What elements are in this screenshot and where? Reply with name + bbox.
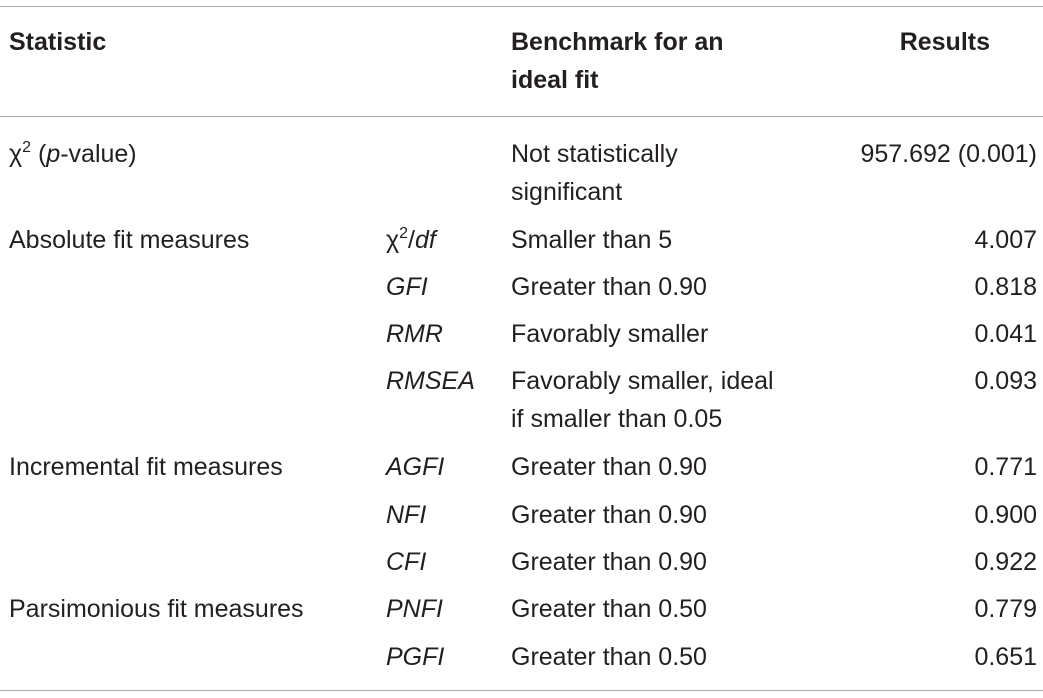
rmr-benchmark: Favorably smaller [511,320,709,348]
pgfi-benchmark: Greater than 0.50 [511,643,707,671]
gfi-measure: GFI [386,273,428,301]
header-statistic: Statistic [9,28,107,56]
nfi-benchmark: Greater than 0.90 [511,501,707,529]
chi-value-suffix: -value) [60,140,137,168]
header-rule [0,116,1043,117]
chi-symbol: χ [9,140,23,168]
chi-open-paren: ( [31,140,47,168]
chidf-measure: χ2/df [386,222,436,258]
pnfi-benchmark: Greater than 0.50 [511,595,707,623]
rmsea-benchmark-line2: if smaller than 0.05 [511,405,723,433]
group-absolute: Absolute fit measures [9,226,250,254]
header-results: Results [899,28,990,56]
cfi-result: 0.922 [974,548,1037,576]
chi-benchmark-line1: Not statistically [511,140,678,168]
chidf-symbol: χ [386,226,400,254]
agfi-measure: AGFI [386,453,445,481]
header-benchmark-line1: Benchmark for an [511,28,724,56]
rmsea-benchmark-line1: Favorably smaller, ideal [511,367,774,395]
nfi-measure: NFI [386,501,427,529]
gfi-result: 0.818 [974,273,1037,301]
chi-benchmark-line2: significant [511,178,623,206]
rmsea-result: 0.093 [974,367,1037,395]
chidf-slash: / [408,226,415,254]
agfi-result: 0.771 [974,453,1037,481]
group-parsimonious: Parsimonious fit measures [9,595,304,623]
group-incremental: Incremental fit measures [9,453,283,481]
chidf-superscript: 2 [399,225,409,242]
rmr-result: 0.041 [974,320,1037,348]
rmsea-measure: RMSEA [386,367,475,395]
chi-superscript: 2 [22,139,32,156]
pnfi-result: 0.779 [974,595,1037,623]
nfi-result: 0.900 [974,501,1037,529]
agfi-benchmark: Greater than 0.90 [511,453,707,481]
chi-result: 957.692 (0.001) [860,140,1037,168]
header-benchmark-line2: ideal fit [511,66,599,94]
cfi-benchmark: Greater than 0.90 [511,548,707,576]
pnfi-measure: PNFI [386,595,443,623]
chidf-benchmark: Smaller than 5 [511,226,673,254]
cfi-measure: CFI [386,548,427,576]
chidf-result: 4.007 [974,226,1037,254]
bottom-rule [0,690,1043,691]
chidf-df: df [414,226,436,254]
gfi-benchmark: Greater than 0.90 [511,273,707,301]
top-rule [0,6,1043,7]
rmr-measure: RMR [386,320,443,348]
pgfi-result: 0.651 [974,643,1037,671]
chi-square-label: χ2 (p-value) [9,136,137,172]
pgfi-measure: PGFI [386,643,445,671]
p-letter: p [46,140,61,168]
